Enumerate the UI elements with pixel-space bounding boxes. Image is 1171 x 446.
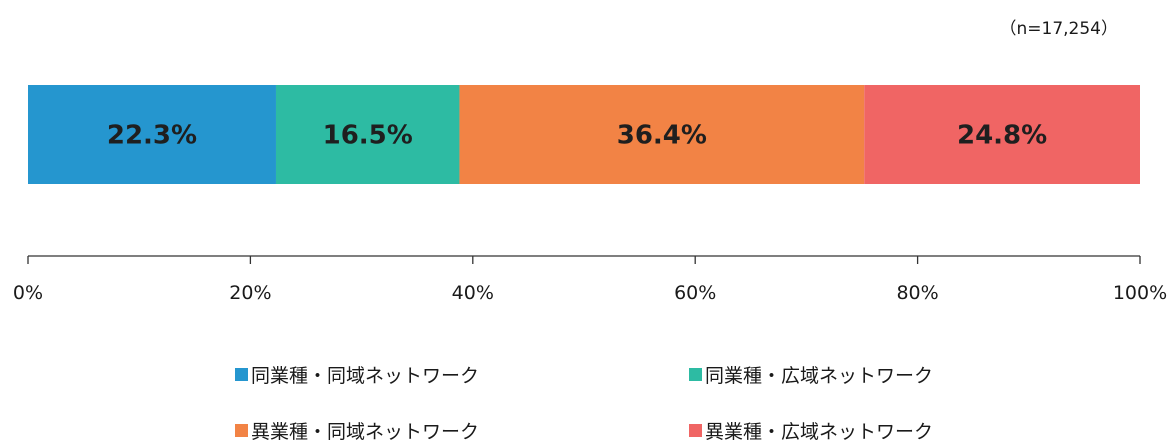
- legend-swatch-4: [689, 424, 702, 437]
- legend-swatch-3: [235, 424, 248, 437]
- x-tick-label-3: 60%: [674, 282, 716, 304]
- x-tick-label-2: 40%: [452, 282, 494, 304]
- bar-segments: 22.3% 16.5% 36.4% 24.8%: [28, 85, 1140, 184]
- legend-label-2: 同業種・広域ネットワーク: [705, 365, 933, 387]
- bar-segment-3: [459, 85, 865, 184]
- bar-segment-2: [275, 85, 460, 184]
- bar-data-label-3: 36.4%: [617, 121, 707, 151]
- bar-segment-4: [864, 85, 1140, 184]
- legend-label-3: 異業種・同域ネットワーク: [251, 421, 479, 443]
- x-axis: 0% 20% 40% 60% 80% 100%: [13, 255, 1167, 304]
- x-tick-label-0: 0%: [13, 282, 43, 304]
- x-tick-label-5: 100%: [1113, 282, 1167, 304]
- legend-label-4: 異業種・広域ネットワーク: [705, 421, 933, 443]
- bar-data-label-1: 22.3%: [107, 121, 197, 151]
- x-tick-label-4: 80%: [896, 282, 938, 304]
- bar-data-label-2: 16.5%: [323, 121, 413, 151]
- legend-swatch-1: [235, 368, 248, 381]
- bar-data-label-4: 24.8%: [957, 121, 1047, 151]
- bar-segment-1: [28, 85, 276, 184]
- x-tick-label-1: 20%: [229, 282, 271, 304]
- legend-swatch-2: [689, 368, 702, 381]
- sample-size-note: （n=17,254）: [999, 19, 1118, 39]
- legend-label-1: 同業種・同域ネットワーク: [251, 365, 479, 387]
